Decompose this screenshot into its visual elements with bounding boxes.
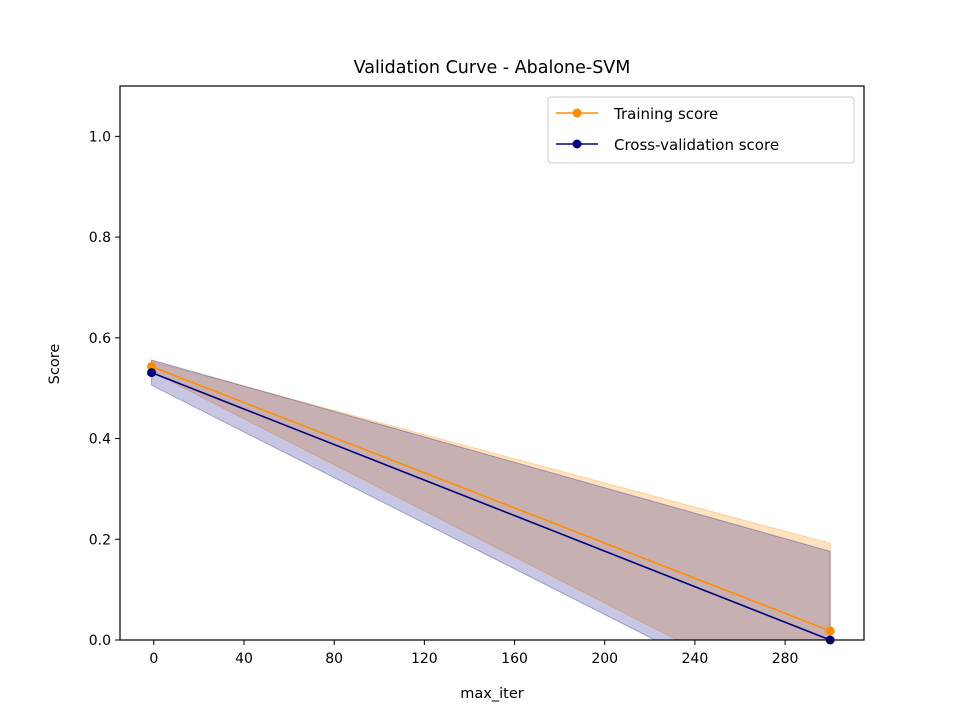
y-tick-label: 0.4 xyxy=(89,432,111,448)
x-tick-label: 280 xyxy=(772,651,799,667)
x-axis-ticks: 0 40 80 120 160 200 240 280 xyxy=(149,640,798,667)
legend: Training score Cross-validation score xyxy=(547,96,855,164)
confidence-bands xyxy=(151,359,831,640)
x-tick-label: 160 xyxy=(501,651,528,667)
y-axis-ticks: 0.0 0.2 0.4 0.6 0.8 1.0 xyxy=(89,129,120,649)
y-tick-label: 1.0 xyxy=(89,129,111,145)
cross-validation-score-line xyxy=(151,371,831,640)
training-score-point xyxy=(825,626,835,636)
x-tick-label: 120 xyxy=(411,651,438,667)
cross-validation-score-point xyxy=(147,368,157,378)
x-axis-label: max_iter xyxy=(460,686,523,702)
x-tick-label: 0 xyxy=(149,651,158,667)
legend-box xyxy=(547,96,855,164)
legend-cross-validation-label: Cross-validation score xyxy=(614,136,779,154)
plot-frame xyxy=(119,85,865,641)
legend-training-label: Training score xyxy=(613,105,718,123)
x-tick-label: 240 xyxy=(682,651,709,667)
x-tick-label: 40 xyxy=(235,651,253,667)
y-tick-label: 0.2 xyxy=(89,532,111,548)
cross-validation-score-band xyxy=(151,359,831,640)
y-tick-label: 0.6 xyxy=(89,331,111,347)
y-tick-label: 0.0 xyxy=(89,633,111,649)
x-tick-label: 200 xyxy=(591,651,618,667)
y-tick-label: 0.8 xyxy=(89,230,111,246)
legend-cross-validation-marker xyxy=(572,139,582,149)
y-axis-label: Score xyxy=(47,344,63,385)
series-lines xyxy=(151,365,831,640)
training-score-line xyxy=(151,365,831,632)
chart-title: Validation Curve - Abalone-SVM xyxy=(354,58,631,78)
legend-training-marker xyxy=(572,108,582,118)
x-tick-label: 80 xyxy=(325,651,343,667)
